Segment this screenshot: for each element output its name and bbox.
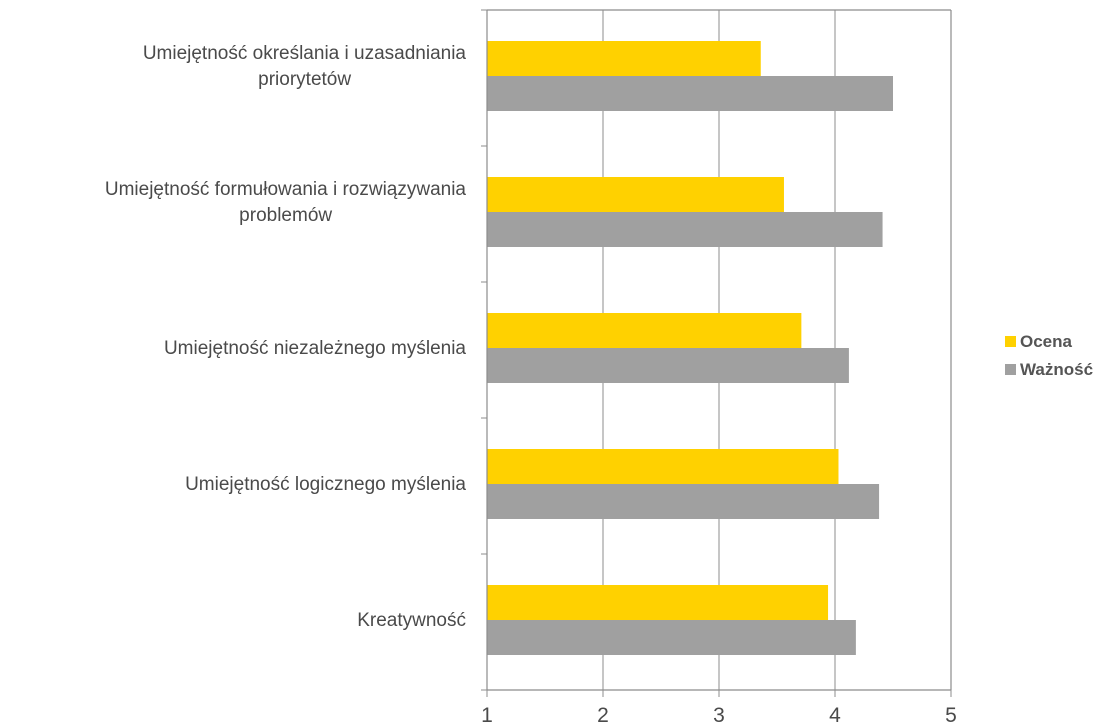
category-label: priorytetów [258,69,351,90]
category-label: Umiejętność logicznego myślenia [185,474,466,495]
bar-waznosc [487,348,849,383]
x-tick-label: 3 [713,704,725,727]
x-tick-labels: 1 2 3 4 5 [481,704,957,727]
bar-ocena [487,177,784,212]
bars [487,41,893,655]
bar-ocena [487,313,802,348]
legend-swatch [1005,364,1016,375]
category-label: Kreatywność [357,610,466,631]
axes [481,9,952,697]
legend-label: Ważność [1020,360,1093,379]
legend-label: Ocena [1020,332,1073,351]
x-tick-label: 5 [945,704,957,727]
legend: Ocena Ważność [1005,332,1093,379]
category-label: problemów [239,205,332,226]
x-tick-label: 4 [829,704,841,727]
bar-waznosc [487,620,856,655]
category-labels: Umiejętność określania i uzasadniania pri… [105,43,467,631]
x-tick-label: 1 [481,704,493,727]
bar-waznosc [487,212,883,247]
x-tick-label: 2 [597,704,609,727]
legend-swatch [1005,336,1016,347]
category-label: Umiejętność formułowania i rozwiązywania [105,179,467,200]
bar-ocena [487,41,761,76]
category-label: Umiejętność określania i uzasadniania [143,43,467,64]
bar-ocena [487,585,829,620]
bar-ocena [487,449,839,484]
category-label: Umiejętność niezależnego myślenia [164,338,466,359]
bar-waznosc [487,484,880,519]
bar-waznosc [487,76,893,111]
